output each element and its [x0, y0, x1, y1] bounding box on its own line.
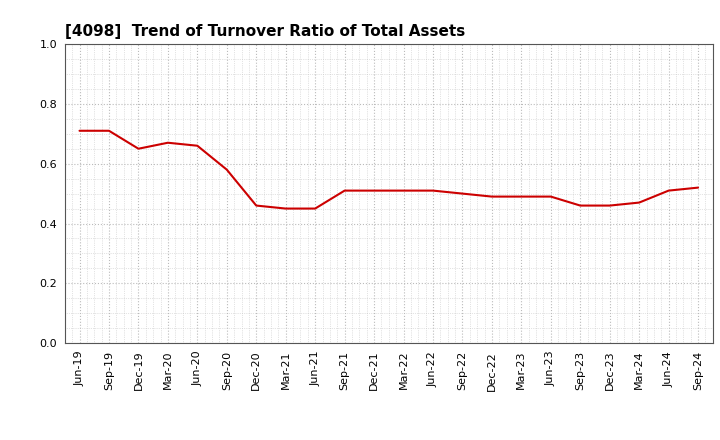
Text: [4098]  Trend of Turnover Ratio of Total Assets: [4098] Trend of Turnover Ratio of Total … — [65, 24, 465, 39]
